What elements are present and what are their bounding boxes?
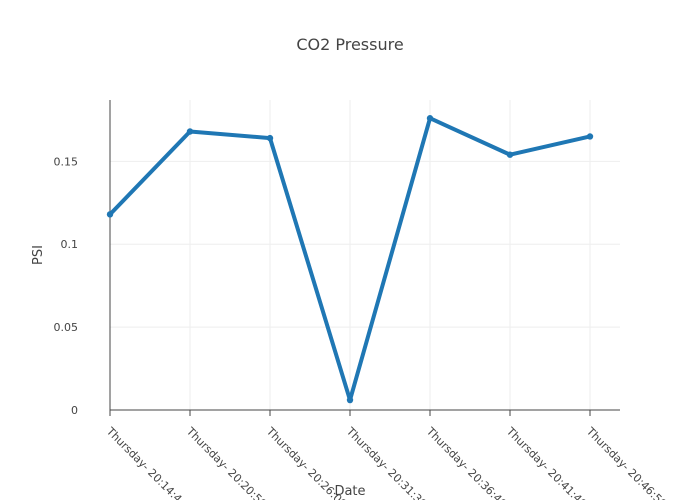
- series-layer: [106, 115, 594, 404]
- data-point[interactable]: [426, 115, 434, 122]
- data-point[interactable]: [586, 133, 594, 140]
- y-tick-label: 0.15: [54, 155, 79, 168]
- axes: [109, 100, 620, 416]
- x-tick-label: Thursday- 20:14:44: [103, 424, 189, 500]
- grid-lines: [110, 100, 620, 410]
- data-point[interactable]: [186, 128, 194, 135]
- y-tick-label: 0: [71, 404, 78, 417]
- chart-title: CO2 Pressure: [296, 35, 403, 54]
- y-tick-labels: 0 0.05 0.1 0.15: [54, 155, 79, 417]
- y-tick-label: 0.05: [54, 321, 79, 334]
- data-point[interactable]: [266, 134, 274, 142]
- x-tick-label: Thursday- 20:20:50: [183, 424, 269, 500]
- x-tick-label: Thursday- 20:41:40: [503, 424, 589, 500]
- data-point[interactable]: [506, 151, 514, 158]
- x-axis-title: Date: [334, 484, 365, 499]
- y-axis-title: PSI: [31, 245, 46, 265]
- data-point[interactable]: [346, 396, 354, 404]
- x-tick-label: Thursday- 20:36:40: [423, 424, 509, 500]
- y-tick-label: 0.1: [61, 238, 79, 251]
- x-tick-label: Thursday- 20:46:50: [583, 424, 669, 500]
- data-point[interactable]: [106, 211, 114, 218]
